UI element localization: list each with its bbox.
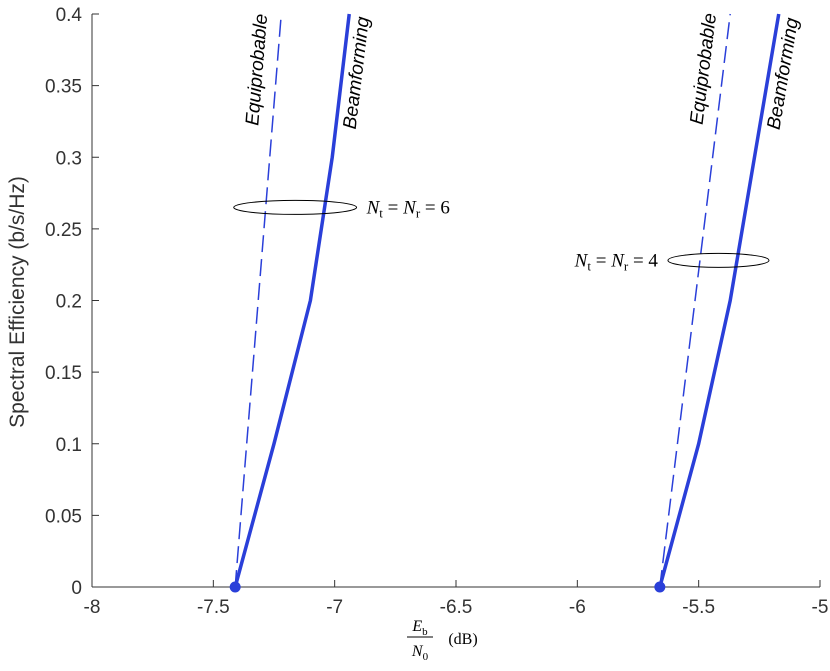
y-tick-label: 0.35 bbox=[45, 77, 82, 98]
x-tick-label: -8 bbox=[84, 597, 101, 618]
annotation-layer: Nt = Nr = 6 Nt = Nr = 4 bbox=[233, 197, 770, 273]
y-axis-label: Spectral Efficiency (b/s/Hz) bbox=[6, 176, 29, 428]
svg-text:N0: N0 bbox=[411, 643, 429, 663]
axes: -8 -7.5 -7 -6.5 -6 -5.5 -5 0 0.05 0.1 0.15 0.2 0.25 0… bbox=[45, 5, 828, 618]
annotation-N6: Nt = Nr = 6 bbox=[366, 197, 450, 220]
x-label-numerator: E bbox=[411, 618, 422, 635]
x-label-numerator-sub: b bbox=[422, 626, 428, 638]
group-ellipse-N6 bbox=[233, 199, 358, 215]
x-tick-label: -5 bbox=[812, 597, 829, 618]
y-tick-label: 0.1 bbox=[56, 435, 82, 456]
y-tick-label: 0.4 bbox=[56, 5, 83, 26]
beamforming-line-N4 bbox=[658, 13, 781, 588]
annotation-N4: Nt = Nr = 4 bbox=[574, 250, 659, 273]
equiprobable-line-N4 bbox=[659, 13, 731, 588]
x-tick-label: -7 bbox=[326, 597, 343, 618]
start-marker bbox=[654, 581, 666, 593]
series-layer bbox=[229, 13, 781, 593]
x-tick-label: -6 bbox=[569, 597, 586, 618]
x-tick-label: -5.5 bbox=[682, 597, 715, 618]
x-label-denominator: N bbox=[411, 643, 424, 660]
x-label-unit: (dB) bbox=[448, 631, 477, 648]
y-tick-label: 0.15 bbox=[45, 363, 82, 384]
group-ellipse-N4 bbox=[667, 252, 770, 268]
y-tick-label: 0.3 bbox=[56, 148, 82, 169]
y-tick-label: 0.2 bbox=[56, 292, 82, 313]
beamforming-label-N6: Beamforming bbox=[340, 15, 374, 130]
x-tick-label: -7.5 bbox=[197, 597, 230, 618]
y-tick-label: 0 bbox=[71, 578, 82, 599]
x-tick-label: -6.5 bbox=[440, 597, 473, 618]
svg-text:Eb: Eb bbox=[411, 618, 428, 638]
x-axis-label: Eb N0 (dB) bbox=[407, 618, 478, 663]
label-layer: Equiprobable Beamforming Equiprobable Beamf… bbox=[242, 12, 803, 131]
x-label-denominator-sub: 0 bbox=[423, 651, 429, 663]
equiprobable-label-N6: Equiprobable bbox=[242, 13, 272, 126]
beamforming-line-N6 bbox=[233, 13, 351, 588]
equiprobable-label-N4: Equiprobable bbox=[687, 12, 721, 126]
y-tick-label: 0.25 bbox=[45, 220, 82, 241]
start-marker bbox=[229, 581, 241, 593]
y-tick-label: 0.05 bbox=[45, 506, 82, 527]
